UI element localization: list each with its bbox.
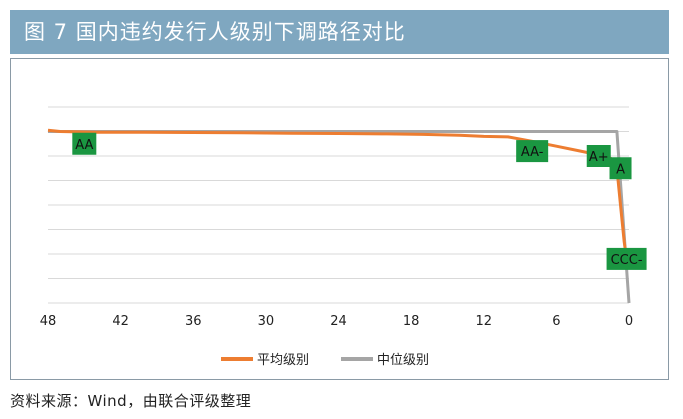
annotation-label: CCC- — [611, 253, 643, 268]
legend: 平均级别 中位级别 — [221, 353, 429, 368]
line-chart: 48 42 36 30 24 18 12 6 0 AA AA- A+ A CCC- 平均级别 中位级别 — [40, 106, 647, 368]
source-note: 资料来源：Wind，由联合评级整理 — [10, 392, 252, 410]
annotation-box — [586, 145, 611, 167]
x-tick-label: 48 — [40, 314, 57, 329]
annotation-box — [516, 140, 549, 163]
x-tick-label: 18 — [403, 314, 420, 329]
x-tick-label: 36 — [185, 314, 202, 329]
x-tick-label: 6 — [552, 314, 560, 329]
legend-label: 平均级别 — [257, 353, 309, 368]
grid-lines — [48, 106, 629, 304]
annotation-box — [72, 132, 97, 155]
chart-frame: 48 42 36 30 24 18 12 6 0 AA AA- A+ A CCC- 平均级别 中位级别 — [10, 58, 669, 380]
annotation-box — [606, 247, 647, 270]
x-tick-label: 0 — [625, 314, 633, 329]
legend-label: 中位级别 — [377, 353, 429, 368]
annotation-label: A — [616, 162, 625, 177]
x-tick-label: 12 — [475, 314, 492, 329]
annotation-label: AA — [75, 138, 93, 153]
annotation-label: AA- — [521, 145, 544, 160]
rating-annotations: AA AA- A+ A CCC- — [72, 132, 647, 270]
annotation-box — [609, 157, 632, 180]
x-tick-labels: 48 42 36 30 24 18 12 6 0 — [40, 314, 633, 329]
x-tick-label: 30 — [258, 314, 275, 329]
x-tick-label: 42 — [112, 314, 129, 329]
x-tick-label: 24 — [330, 314, 347, 329]
chart-title: 图 7 国内违约发行人级别下调路径对比 — [10, 10, 669, 54]
annotation-label: A+ — [589, 150, 609, 165]
